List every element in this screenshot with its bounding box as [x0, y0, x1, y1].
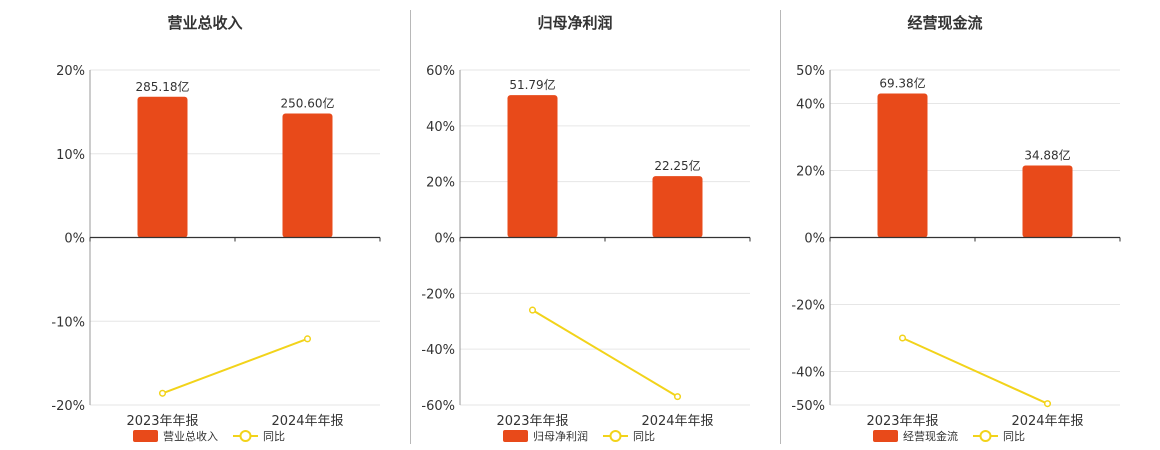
y-tick-label: 20%: [796, 165, 825, 180]
legend-line-marker: [239, 430, 252, 442]
y-tick-label: 50%: [796, 64, 825, 79]
bar-data-label: 285.18亿: [136, 79, 190, 94]
yoy-point: [898, 334, 907, 342]
y-tick-label: -60%: [421, 399, 455, 414]
yoy-point: [303, 335, 312, 343]
y-tick-label: -20%: [421, 287, 455, 302]
y-tick-label: 0%: [64, 232, 85, 247]
revenue-chart: 营业总收入 20% 10% 0% -10% -20% 285.18亿 250.60亿 2023年…: [51, 14, 381, 443]
y-tick-label: -50%: [791, 399, 825, 414]
y-tick-label: -20%: [791, 299, 825, 314]
x-category-label: 2024年年报: [641, 414, 713, 429]
legend-bar-label: 经营现金流: [903, 429, 958, 443]
legend-bar-label: 营业总收入: [163, 429, 218, 443]
net-profit-chart: 归母净利润 60% 40% 20% 0% -20% -40% -60% 51.79亿 22.25亿…: [421, 14, 751, 443]
bar: [1022, 165, 1073, 238]
bar: [652, 176, 703, 238]
y-tick-label: 20%: [56, 64, 85, 79]
operating-cash-flow-chart: 经营现金流 50% 40% 20% 0% -20% -40% -50% 69.38亿 34.88亿…: [791, 14, 1121, 443]
bar: [877, 93, 928, 238]
bar: [137, 96, 188, 238]
y-tick-label: 40%: [796, 98, 825, 113]
bar-data-label: 69.38亿: [879, 75, 925, 90]
legend-line-marker: [979, 430, 992, 442]
bar: [507, 95, 558, 238]
legend-line-marker: [609, 430, 622, 442]
bar-data-label: 22.25亿: [654, 158, 700, 173]
y-tick-label: 20%: [426, 176, 455, 191]
x-category-label: 2023年年报: [126, 414, 198, 429]
yoy-point: [528, 306, 537, 314]
legend-line-label: 同比: [263, 430, 285, 443]
legend-bar-swatch: [873, 430, 898, 442]
y-tick-label: 60%: [426, 64, 455, 79]
yoy-point: [158, 389, 167, 397]
y-tick-label: 0%: [434, 232, 455, 247]
y-tick-label: -20%: [51, 399, 85, 414]
y-tick-label: -10%: [51, 315, 85, 330]
y-tick-label: -40%: [791, 366, 825, 381]
legend-bar-swatch: [503, 430, 528, 442]
yoy-line: [531, 309, 679, 398]
y-tick-label: 0%: [804, 232, 825, 247]
legend-bar-label: 归母净利润: [533, 429, 588, 443]
chart-title: 经营现金流: [907, 14, 982, 32]
y-tick-label: -40%: [421, 343, 455, 358]
yoy-line: [162, 337, 308, 395]
divider: [410, 10, 411, 444]
bar: [282, 113, 333, 238]
yoy-point: [1043, 400, 1052, 408]
y-tick-label: 40%: [426, 120, 455, 135]
x-category-label: 2024年年报: [271, 414, 343, 429]
yoy-line: [902, 337, 1048, 405]
legend-bar-swatch: [133, 430, 158, 442]
bar-data-label: 34.88亿: [1024, 147, 1070, 162]
bar-data-label: 250.60亿: [281, 96, 335, 111]
legend-line-label: 同比: [1003, 430, 1025, 443]
x-category-label: 2023年年报: [866, 414, 938, 429]
legend-line-label: 同比: [633, 430, 655, 443]
y-tick-label: 10%: [56, 148, 85, 163]
bar-data-label: 51.79亿: [509, 77, 555, 92]
chart-title: 营业总收入: [167, 14, 242, 32]
x-category-label: 2024年年报: [1011, 414, 1083, 429]
yoy-point: [673, 393, 682, 401]
x-category-label: 2023年年报: [496, 414, 568, 429]
divider: [780, 10, 781, 444]
chart-title: 归母净利润: [537, 14, 612, 32]
